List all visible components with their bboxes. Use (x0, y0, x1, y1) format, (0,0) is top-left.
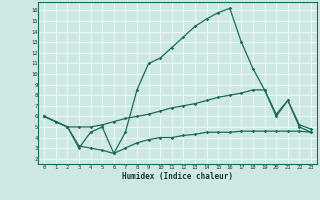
X-axis label: Humidex (Indice chaleur): Humidex (Indice chaleur) (122, 172, 233, 181)
